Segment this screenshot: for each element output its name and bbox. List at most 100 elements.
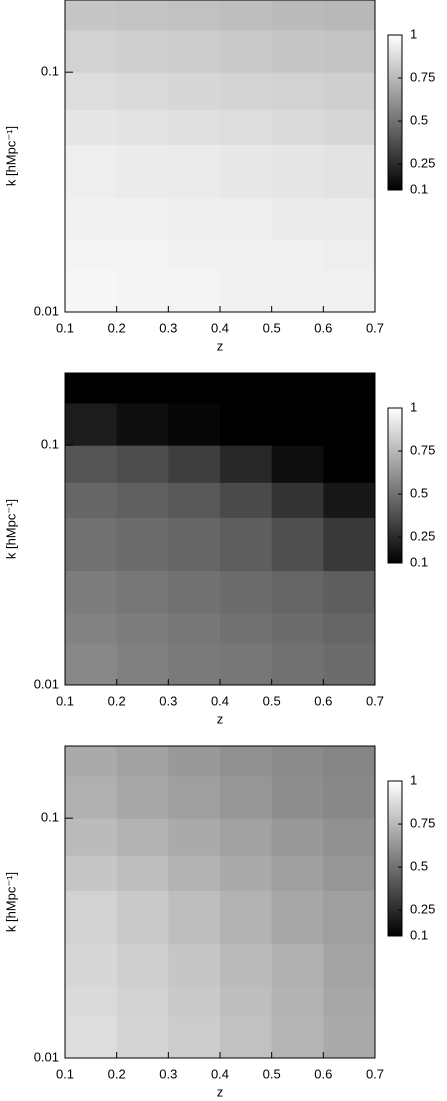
heat-cell [271, 269, 324, 313]
heat-cell [168, 239, 221, 271]
heat-cell [220, 570, 273, 614]
heat-cell [271, 197, 324, 241]
heat-cell [116, 402, 169, 446]
heat-cell [116, 197, 169, 241]
heat-cell [323, 517, 376, 572]
heat-cell [65, 818, 118, 856]
heat-cell [65, 775, 118, 819]
colorbar-tick-label: 0.5 [410, 486, 428, 501]
heat-cell [271, 373, 324, 404]
heat-cell [323, 890, 376, 945]
colorbar-tick-label: 0.5 [410, 113, 428, 128]
heat-cell [116, 818, 169, 856]
heat-cell [116, 612, 169, 644]
heat-cell [168, 1015, 221, 1059]
x-tick-label: 0.5 [263, 693, 281, 708]
x-tick-label: 0.3 [159, 1066, 177, 1081]
heat-cell [220, 642, 273, 686]
heat-cell [323, 1015, 376, 1059]
heat-cell [116, 642, 169, 686]
heat-cell [271, 746, 324, 777]
heat-cell [168, 144, 221, 199]
heat-cell [168, 943, 221, 987]
x-tick-label: 0.6 [314, 1066, 332, 1081]
y-tick-label: 0.1 [41, 810, 59, 825]
colorbar-tick-label: 1 [410, 26, 417, 41]
heat-cell [220, 72, 273, 110]
heat-cell [168, 775, 221, 819]
heat-cell [65, 855, 118, 891]
heat-cell [271, 943, 324, 987]
x-tick-label: 0.7 [366, 693, 384, 708]
x-tick-label: 0.2 [108, 693, 126, 708]
heat-cell [271, 402, 324, 446]
heat-cell [271, 1015, 324, 1059]
heat-cell [220, 517, 273, 572]
heat-cell [65, 985, 118, 1017]
heat-cell [65, 517, 118, 572]
heat-cell [65, 746, 118, 777]
heat-cell [323, 373, 376, 404]
heat-cell [220, 890, 273, 945]
heat-cell [168, 890, 221, 945]
heat-cell [271, 775, 324, 819]
y-axis-label: k [hMpc⁻¹] [3, 499, 18, 559]
heat-cell [116, 746, 169, 777]
heat-cell [323, 943, 376, 987]
x-tick-label: 0.4 [211, 693, 229, 708]
heat-cell [168, 197, 221, 241]
heat-cell [220, 818, 273, 856]
colorbar-tick-label: 1 [410, 772, 417, 787]
heat-cell [220, 1015, 273, 1059]
heat-cell [220, 746, 273, 777]
heat-cell [168, 642, 221, 686]
heat-cell [271, 445, 324, 483]
x-axis-label: z [217, 711, 224, 726]
heat-cell [116, 943, 169, 987]
heat-cell [271, 482, 324, 518]
heat-cell [116, 890, 169, 945]
x-tick-label: 0.5 [263, 1066, 281, 1081]
colorbar [387, 34, 403, 191]
heat-cell [220, 239, 273, 271]
heat-cell [116, 239, 169, 271]
heat-cell [220, 144, 273, 199]
x-tick-label: 0.4 [211, 1066, 229, 1081]
x-axis-label: z [217, 338, 224, 353]
colorbar [387, 407, 403, 564]
colorbar-tick-label: 0.25 [410, 529, 435, 544]
heat-cell [65, 197, 118, 241]
y-axis-label: k [hMpc⁻¹] [3, 126, 18, 186]
heat-cell [323, 197, 376, 241]
heat-cell [65, 269, 118, 313]
colorbar-tick-label: 0.1 [410, 927, 428, 942]
heat-cell [168, 269, 221, 313]
colorbar-tick-label: 0.5 [410, 859, 428, 874]
heat-cell [116, 482, 169, 518]
heat-cell [271, 855, 324, 891]
colorbar-tick-label: 0.75 [410, 815, 435, 830]
heat-cell [220, 775, 273, 819]
heat-cell [220, 0, 273, 31]
heat-cell [220, 29, 273, 73]
heat-cell [168, 612, 221, 644]
heat-cell [116, 775, 169, 819]
heat-cell [323, 239, 376, 271]
heat-cell [271, 29, 324, 73]
heat-cell [271, 517, 324, 572]
heat-cell [323, 29, 376, 73]
heat-cell [116, 0, 169, 31]
heat-cell [168, 402, 221, 446]
heat-cell [65, 72, 118, 110]
heat-cell [116, 985, 169, 1017]
heat-cell [220, 269, 273, 313]
heat-cell [65, 239, 118, 271]
heat-cell [65, 890, 118, 945]
heat-cell [65, 109, 118, 145]
heat-cell [220, 855, 273, 891]
heat-cell [168, 517, 221, 572]
heat-cell [220, 109, 273, 145]
heat-cell [168, 72, 221, 110]
